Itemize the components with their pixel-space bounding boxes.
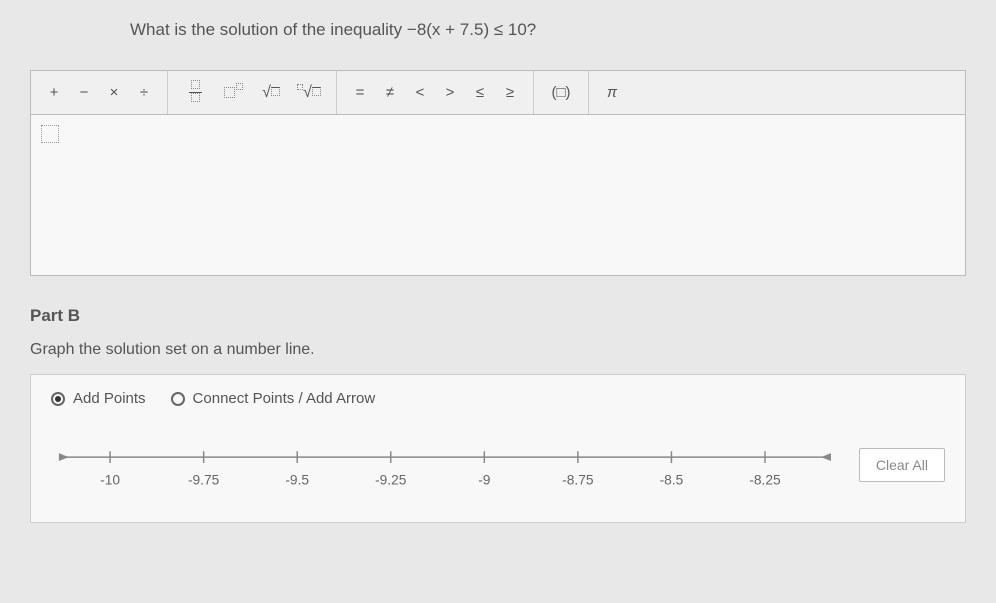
equals-button[interactable]: = xyxy=(345,76,375,110)
question-expression: −8(x + 7.5) ≤ 10 xyxy=(407,20,527,39)
gt-button[interactable]: > xyxy=(435,76,465,110)
svg-text:-10: -10 xyxy=(100,473,120,488)
radio-icon xyxy=(51,392,65,406)
paren-button[interactable]: (□) xyxy=(542,76,580,110)
editor-input-area[interactable] xyxy=(31,115,965,275)
minus-button[interactable]: − xyxy=(69,76,99,110)
divide-button[interactable]: ÷ xyxy=(129,76,159,110)
toolbar-group-ops: + − × ÷ xyxy=(31,71,168,114)
clear-all-button[interactable]: Clear All xyxy=(859,448,945,482)
lt-button[interactable]: < xyxy=(405,76,435,110)
exponent-button[interactable] xyxy=(214,76,252,110)
toolbar-group-pi: π xyxy=(589,71,635,114)
svg-text:-9.75: -9.75 xyxy=(188,473,220,488)
radio-icon xyxy=(171,392,185,406)
graph-mode-radios: Add Points Connect Points / Add Arrow xyxy=(51,390,945,407)
toolbar-group-relations: = ≠ < > ≤ ≥ xyxy=(337,71,534,114)
question-text: What is the solution of the inequality −… xyxy=(130,20,966,40)
part-b-label: Part B xyxy=(30,306,966,326)
part-b-instruction: Graph the solution set on a number line. xyxy=(30,341,966,359)
toolbar-group-templates: √ √ xyxy=(168,71,337,114)
math-editor: + − × ÷ √ √ = ≠ < > ≤ ≥ xyxy=(30,70,966,276)
le-button[interactable]: ≤ xyxy=(465,76,495,110)
ge-button[interactable]: ≥ xyxy=(495,76,525,110)
question-suffix: ? xyxy=(527,20,536,39)
svg-text:-8.75: -8.75 xyxy=(562,473,594,488)
svg-text:-9.25: -9.25 xyxy=(375,473,407,488)
number-line-svg[interactable]: -10 -9.75 -9.5 -9.25 -9 -8.75 -8.5 -8.25 xyxy=(51,437,839,492)
number-line-row: -10 -9.75 -9.5 -9.25 -9 -8.75 -8.5 -8.25 Clear … xyxy=(51,437,945,492)
number-line-graph: Add Points Connect Points / Add Arrow -1… xyxy=(30,374,966,523)
sqrt-button[interactable]: √ xyxy=(252,76,290,110)
svg-text:-8.5: -8.5 xyxy=(660,473,684,488)
plus-button[interactable]: + xyxy=(39,76,69,110)
add-points-label: Add Points xyxy=(73,390,146,407)
neq-button[interactable]: ≠ xyxy=(375,76,405,110)
svg-text:-9.5: -9.5 xyxy=(285,473,309,488)
question-prefix: What is the solution of the inequality xyxy=(130,20,407,39)
input-placeholder-box xyxy=(41,125,59,143)
times-button[interactable]: × xyxy=(99,76,129,110)
pi-button[interactable]: π xyxy=(597,76,627,110)
nth-root-button[interactable]: √ xyxy=(290,76,328,110)
math-toolbar: + − × ÷ √ √ = ≠ < > ≤ ≥ xyxy=(31,71,965,115)
svg-text:-8.25: -8.25 xyxy=(749,473,781,488)
connect-points-label: Connect Points / Add Arrow xyxy=(193,390,376,407)
svg-text:-9: -9 xyxy=(478,473,490,488)
toolbar-group-misc: (□) xyxy=(534,71,589,114)
add-points-radio[interactable]: Add Points xyxy=(51,390,146,407)
fraction-button[interactable] xyxy=(176,76,214,110)
connect-points-radio[interactable]: Connect Points / Add Arrow xyxy=(171,390,376,407)
